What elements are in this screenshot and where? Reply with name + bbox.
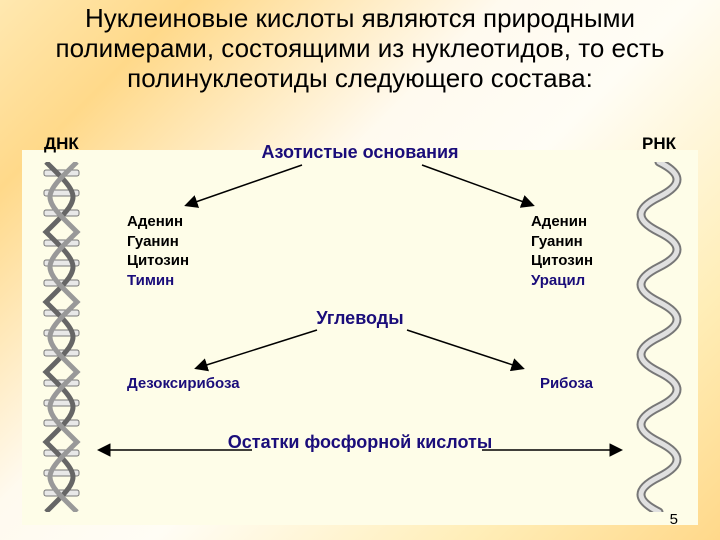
- diagram-panel: ДНК РНК Азотистые основания Углеводы Ост…: [22, 150, 698, 525]
- dna-carb: Дезоксирибоза: [127, 374, 240, 394]
- section-phosphate: Остатки фосфорной кислоты: [22, 432, 698, 453]
- dna-helix-icon: [34, 162, 89, 512]
- rna-bases-list: Аденин Гуанин Цитозин Урацил: [531, 212, 593, 290]
- dna-base-t: Тимин: [127, 271, 189, 291]
- dna-bases-list: Аденин Гуанин Цитозин Тимин: [127, 212, 189, 290]
- rna-carb: Рибоза: [540, 374, 593, 394]
- dna-base-a: Аденин: [127, 212, 189, 232]
- page-number: 5: [670, 511, 678, 528]
- section-carbs: Углеводы: [22, 308, 698, 329]
- dna-base-g: Гуанин: [127, 232, 189, 252]
- rna-helix-icon: [631, 162, 686, 512]
- rna-base-a: Аденин: [531, 212, 593, 232]
- page-title: Нуклеиновые кислоты являются природными …: [0, 0, 720, 94]
- dna-base-c: Цитозин: [127, 251, 189, 271]
- rna-base-u: Урацил: [531, 271, 593, 291]
- rna-base-c: Цитозин: [531, 251, 593, 271]
- arrow-layer: [22, 150, 698, 525]
- section-bases: Азотистые основания: [22, 142, 698, 163]
- rna-base-g: Гуанин: [531, 232, 593, 252]
